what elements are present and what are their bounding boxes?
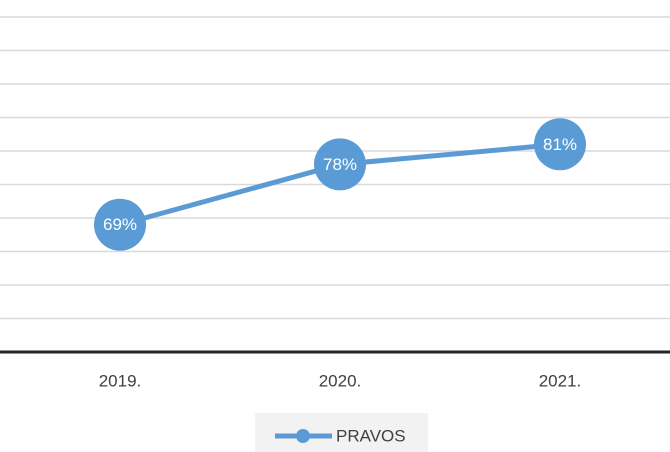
data-label: 69% [103,215,137,234]
x-tick-label: 2021. [539,371,582,390]
data-label: 78% [323,155,357,174]
x-tick-label: 2019. [99,371,142,390]
legend-marker [296,429,310,443]
point [534,118,586,171]
legend-label: PRAVOS [336,426,406,445]
point [314,138,366,191]
x-tick-label: 2020. [319,371,362,390]
data-label: 81% [543,135,577,154]
point [94,198,146,251]
legend-box [255,413,428,452]
